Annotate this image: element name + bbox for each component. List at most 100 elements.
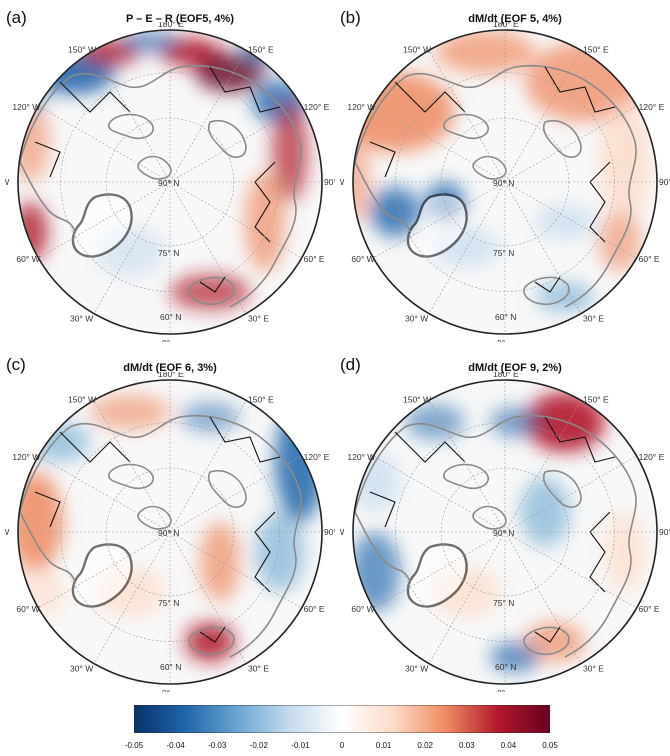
graticule-label: 30° E (248, 664, 269, 674)
colorbar-tick-label: 0.02 (417, 741, 433, 750)
meridian-line (93, 181, 171, 314)
graticule-label: 150° E (583, 394, 609, 404)
panel-title-c: dM/dt (EOF 6, 3%) (123, 362, 217, 374)
panel-letter-c: (c) (6, 355, 26, 374)
graticule-label: 75° N (158, 598, 179, 608)
graticule-label: 30° E (583, 664, 604, 674)
map-panel-a: 180° E 0° 90° W 90° E 150° W 150° E 120° W 120°… (0, 19, 345, 348)
coastline (207, 470, 247, 508)
field-anomaly (200, 522, 240, 602)
graticule-label: 180° E (493, 22, 519, 29)
coastline (229, 141, 302, 308)
coastline (443, 463, 489, 490)
basin-border (534, 276, 561, 293)
basin-border (59, 431, 131, 463)
field-anomaly (520, 477, 570, 547)
greenland-outline (71, 543, 133, 608)
panel-title-a: P – E – R (EOF5, 4%) (125, 13, 234, 25)
graticule-label: 150° W (68, 394, 96, 404)
coastline (354, 161, 411, 233)
meridian-line (38, 531, 171, 609)
field-anomaly (535, 204, 595, 240)
map-boundary (17, 29, 323, 335)
meridian-line (93, 531, 171, 664)
graticule-label: 30° W (70, 664, 93, 674)
basin-border (59, 81, 131, 113)
graticule-label: 150° E (248, 394, 274, 404)
graticule-label: 120° W (12, 452, 40, 462)
colorbar-tick-label: 0.03 (459, 741, 475, 750)
graticule-label: 0° (162, 338, 170, 342)
field-anomaly (18, 202, 48, 262)
graticule-label: 120° W (347, 102, 375, 112)
basin-border (589, 511, 611, 593)
greenland-outline (406, 543, 468, 608)
coastline (108, 113, 154, 140)
graticule-label: 60° W (351, 604, 374, 614)
graticule-label: 150° E (583, 44, 609, 54)
coastline (19, 64, 301, 163)
panel-letter-b: (b) (340, 8, 361, 27)
field-anomaly (435, 30, 535, 74)
field-anomaly (600, 102, 650, 222)
meridian-line (373, 105, 506, 183)
basin-border (589, 161, 611, 243)
latitude-circle (105, 117, 235, 247)
meridian-line (504, 105, 637, 183)
panel-letter-a: (a) (6, 8, 27, 27)
colorbar (134, 705, 550, 733)
coastline (19, 511, 76, 583)
graticule-label: 30° W (70, 314, 93, 324)
colorbar-ramp (134, 705, 550, 733)
field-anomaly (353, 532, 400, 612)
meridian-line (504, 400, 582, 533)
graticule-label: 150° W (403, 394, 431, 404)
coastline (137, 505, 172, 530)
meridian-line (428, 181, 506, 314)
meridian-line (38, 455, 171, 533)
graticule-label: 90° W (340, 527, 344, 537)
field-anomaly (120, 32, 180, 52)
field-anomaly (90, 394, 170, 430)
meridian-line (504, 531, 637, 609)
graticule-label: 60° N (160, 662, 181, 672)
coastline (443, 113, 489, 140)
graticule-label: 90° E (659, 177, 670, 187)
field-anomaly (490, 642, 540, 672)
graticule-label: 75° N (158, 248, 179, 258)
meridian-line (504, 455, 637, 533)
coastline (472, 505, 507, 530)
basin-border (534, 626, 561, 643)
basin-border (199, 276, 226, 293)
map-panel-b: 180° E 0° 90° W 90° E 150° W 150° E 120° W 120°… (321, 19, 670, 348)
graticule-label: 120° E (304, 102, 330, 112)
basin-border (199, 626, 226, 643)
meridian-line (504, 50, 582, 183)
graticule-label: 75° N (493, 598, 514, 608)
colorbar-tick-label: 0.01 (375, 741, 392, 750)
meridian-line (169, 105, 302, 183)
graticule-label: 90° E (324, 177, 335, 187)
colorbar-tick-label: 0 (339, 741, 345, 750)
graticule-label: 60° W (351, 254, 374, 264)
coastline (354, 511, 411, 583)
graticule-label: 180° E (158, 372, 184, 379)
graticule-label: 150° W (68, 44, 96, 54)
graticule-label: 0° (497, 688, 505, 692)
basin-border (254, 511, 276, 593)
meridian-line (169, 50, 247, 183)
meridian-line (373, 531, 506, 609)
graticule-label: 90° W (5, 527, 9, 537)
graticule-label: 60° E (639, 604, 660, 614)
basin-border (209, 416, 281, 463)
graticule-label: 60° W (16, 254, 39, 264)
graticule-label: 60° W (16, 604, 39, 614)
meridian-line (428, 531, 506, 664)
coastline (229, 491, 302, 658)
meridian-line (428, 50, 506, 183)
meridian-line (169, 531, 247, 664)
meridian-line (169, 181, 302, 259)
meridian-line (504, 531, 582, 664)
map-boundary (352, 379, 658, 685)
field-anomaly (605, 512, 645, 592)
